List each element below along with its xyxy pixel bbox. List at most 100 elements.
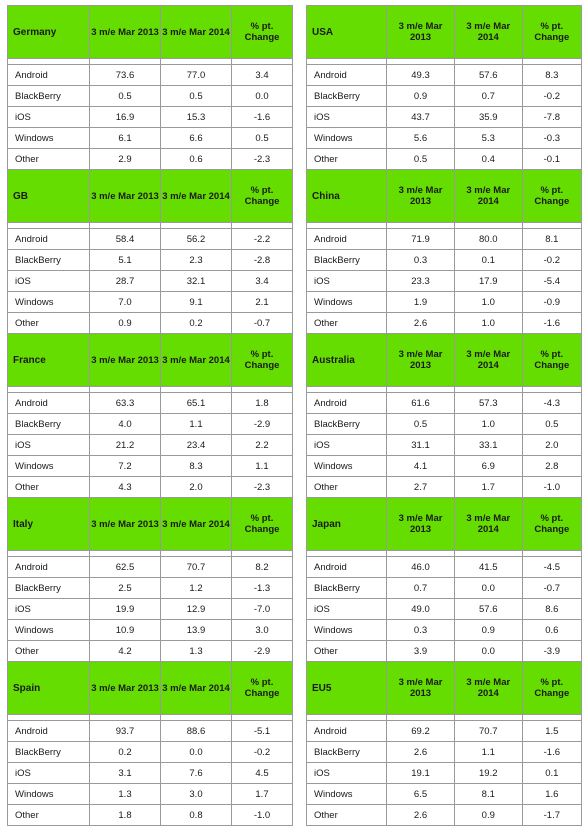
prev-value: 31.1	[386, 434, 455, 456]
table-row: Windows 7.0 9.1 2.1	[7, 291, 293, 313]
change-value: 1.7	[231, 783, 293, 805]
table-row: Windows 1.3 3.0 1.7	[7, 783, 293, 805]
os-name: BlackBerry	[305, 577, 388, 599]
country-header-row: USA 3 m/e Mar 2013 3 m/e Mar 2014% pt. Cha…	[305, 5, 582, 59]
os-name: Windows	[7, 291, 90, 313]
table-row: Android 73.6 77.0 3.4	[7, 64, 293, 86]
curr-value: 1.1	[453, 741, 523, 763]
table-row: Other 3.9 0.0 -3.9	[305, 640, 582, 662]
table-row: iOS 3.1 7.6 4.5	[7, 762, 293, 784]
os-name: Other	[7, 640, 90, 662]
spacer-cell	[521, 222, 582, 229]
os-name: Android	[305, 556, 388, 578]
os-name: Android	[7, 392, 90, 414]
prev-value: 0.5	[89, 85, 161, 107]
change-value: 3.4	[231, 64, 293, 86]
os-name: iOS	[305, 434, 388, 456]
change-value: -5.1	[231, 720, 293, 742]
country-header-row: Japan 3 m/e Mar 2013 3 m/e Mar 2014% pt. C…	[305, 497, 582, 551]
header-change: % pt. Change	[231, 5, 293, 59]
country-header-row: Germany 3 m/e Mar 2013 3 m/e Mar 2014% pt.…	[7, 5, 293, 59]
table-row: Android 58.4 56.2 -2.2	[7, 228, 293, 250]
change-value: -0.7	[521, 577, 582, 599]
change-value: 8.6	[521, 598, 582, 620]
change-value: 0.5	[231, 127, 293, 149]
spacer-cell	[521, 58, 582, 65]
prev-value: 3.9	[386, 640, 455, 662]
header-curr-period: 3 m/e Mar 2014	[453, 5, 523, 59]
table-row: Android 71.9 80.0 8.1	[305, 228, 582, 250]
change-value: 8.3	[521, 64, 582, 86]
country-header-row: GB 3 m/e Mar 2013 3 m/e Mar 2014% pt. Chan…	[7, 169, 293, 223]
table-row: Android 63.3 65.1 1.8	[7, 392, 293, 414]
prev-value: 0.5	[386, 413, 455, 435]
prev-value: 6.1	[89, 127, 161, 149]
curr-value: 7.6	[160, 762, 232, 784]
spacer-cell	[305, 222, 388, 229]
header-spacer-row	[7, 386, 293, 393]
curr-value: 57.6	[453, 64, 523, 86]
change-value: -2.9	[231, 640, 293, 662]
prev-value: 16.9	[89, 106, 161, 128]
change-value: 1.8	[231, 392, 293, 414]
prev-value: 4.0	[89, 413, 161, 435]
table-row: Other 2.9 0.6 -2.3	[7, 148, 293, 170]
prev-value: 58.4	[89, 228, 161, 250]
prev-value: 7.0	[89, 291, 161, 313]
os-name: BlackBerry	[7, 249, 90, 271]
prev-value: 49.3	[386, 64, 455, 86]
curr-value: 57.3	[453, 392, 523, 414]
curr-value: 8.1	[453, 783, 523, 805]
prev-value: 2.5	[89, 577, 161, 599]
os-name: Windows	[305, 127, 388, 149]
table-row: iOS 31.1 33.1 2.0	[305, 434, 582, 456]
os-name: Other	[7, 804, 90, 826]
table-row: Windows 0.3 0.9 0.6	[305, 619, 582, 641]
table-row: Other 2.6 1.0 -1.6	[305, 312, 582, 334]
curr-value: 9.1	[160, 291, 232, 313]
os-name: Other	[305, 312, 388, 334]
table-row: Other 0.5 0.4 -0.1	[305, 148, 582, 170]
spacer-cell	[231, 550, 293, 557]
table-row: iOS 19.1 19.2 0.1	[305, 762, 582, 784]
header-change: % pt. Change	[521, 169, 582, 223]
prev-value: 46.0	[386, 556, 455, 578]
market-share-page: Germany 3 m/e Mar 2013 3 m/e Mar 2014 % pt.…	[7, 5, 582, 826]
change-value: -4.3	[521, 392, 582, 414]
change-value: 3.4	[231, 270, 293, 292]
prev-value: 1.9	[386, 291, 455, 313]
left-table: Germany 3 m/e Mar 2013 3 m/e Mar 2014% pt.…	[7, 5, 293, 826]
change-value: -1.6	[521, 741, 582, 763]
change-value: -7.0	[231, 598, 293, 620]
os-name: Windows	[305, 783, 388, 805]
prev-value: 2.9	[89, 148, 161, 170]
curr-value: 0.4	[453, 148, 523, 170]
spacer-cell	[231, 386, 293, 393]
table-row: iOS 28.7 32.1 3.4	[7, 270, 293, 292]
header-prev-period: 3 m/e Mar 2013	[386, 5, 455, 59]
os-name: Other	[7, 148, 90, 170]
os-name: Windows	[305, 291, 388, 313]
change-value: 8.1	[521, 228, 582, 250]
country-name: Germany	[7, 5, 90, 59]
prev-value: 61.6	[386, 392, 455, 414]
os-name: iOS	[305, 270, 388, 292]
curr-value: 32.1	[160, 270, 232, 292]
table-row: iOS 19.9 12.9 -7.0	[7, 598, 293, 620]
table-row: Android 93.7 88.6 -5.1	[7, 720, 293, 742]
os-name: Other	[305, 640, 388, 662]
table-row: Windows 10.9 13.9 3.0	[7, 619, 293, 641]
curr-value: 0.9	[453, 619, 523, 641]
table-row: Android 62.5 70.7 8.2	[7, 556, 293, 578]
curr-value: 0.0	[453, 640, 523, 662]
table-row: BlackBerry 4.0 1.1 -2.9	[7, 413, 293, 435]
prev-value: 6.5	[386, 783, 455, 805]
curr-value: 1.1	[160, 413, 232, 435]
prev-value: 93.7	[89, 720, 161, 742]
table-row: BlackBerry 0.3 0.1 -0.2	[305, 249, 582, 271]
curr-value: 41.5	[453, 556, 523, 578]
right-table: USA 3 m/e Mar 2013 3 m/e Mar 2014% pt. Cha…	[305, 5, 582, 826]
change-value: -0.2	[231, 741, 293, 763]
table-row: Windows 4.1 6.9 2.8	[305, 455, 582, 477]
table-row: Other 2.7 1.7 -1.0	[305, 476, 582, 498]
